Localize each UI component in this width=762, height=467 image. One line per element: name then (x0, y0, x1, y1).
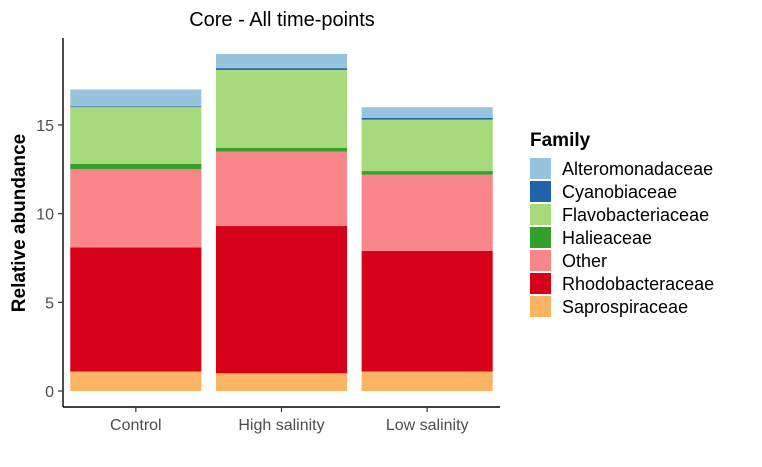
bar-segment-low-salinity-halieaceae (361, 171, 493, 175)
y-tick-label-0: 0 (45, 384, 54, 401)
bar-segment-low-salinity-saprospiraceae (361, 371, 493, 392)
legend-label-halieaceae: Halieaceae (562, 228, 652, 248)
bar-segment-control-other (70, 169, 202, 248)
legend-swatch-alteromonadaceae (530, 158, 551, 179)
legend-swatch-halieaceae (530, 227, 551, 248)
legend-label-cyanobiaceae: Cyanobiaceae (562, 182, 677, 202)
legend-swatch-saprospiraceae (530, 296, 551, 317)
bar-segment-high-salinity-saprospiraceae (215, 373, 348, 392)
legend-title: Family (530, 130, 591, 151)
legend-swatch-flavobacteriaceae (530, 204, 551, 225)
bar-segment-high-salinity-alteromonadaceae (215, 53, 348, 69)
bar-segment-high-salinity-flavobacteriaceae (215, 69, 348, 148)
legend-label-flavobacteriaceae: Flavobacteriaceae (562, 205, 709, 225)
legend-label-alteromonadaceae: Alteromonadaceae (562, 159, 713, 179)
bar-segment-low-salinity-rhodobacteraceae (361, 250, 493, 372)
bar-segment-low-salinity-alteromonadaceae (361, 107, 493, 118)
bar-segment-high-salinity-halieaceae (215, 147, 348, 152)
legend-swatch-cyanobiaceae (530, 181, 551, 202)
legend: Alteromonadaceae Cyanobiaceae Flavobacteri… (530, 158, 714, 317)
axes-group: 0 5 10 15 Control High salinity Low salinity (36, 38, 500, 434)
bar-segment-low-salinity-other (361, 174, 493, 251)
y-tick-label-5: 5 (45, 295, 54, 312)
bar-segment-control-alteromonadaceae (70, 89, 202, 107)
bar-segment-low-salinity-cyanobiaceae (361, 117, 493, 120)
legend-swatch-other (530, 250, 551, 271)
bar-segment-high-salinity-other (215, 151, 348, 227)
y-axis-label: Relative abundance (9, 134, 30, 312)
y-tick-label-15: 15 (36, 118, 54, 135)
bar-segment-control-cyanobiaceae (70, 106, 202, 108)
x-tick-label-control: Control (110, 417, 162, 434)
bars-group (70, 53, 493, 392)
legend-label-saprospiraceae: Saprospiraceae (562, 297, 688, 317)
bar-segment-high-salinity-cyanobiaceae (215, 68, 348, 70)
legend-label-rhodobacteraceae: Rhodobacteraceae (562, 274, 714, 294)
bar-segment-low-salinity-flavobacteriaceae (361, 119, 493, 172)
y-tick-label-10: 10 (36, 207, 54, 224)
legend-label-other: Other (562, 251, 607, 271)
bar-segment-control-saprospiraceae (70, 371, 202, 392)
bar-segment-high-salinity-rhodobacteraceae (215, 226, 348, 374)
chart-title: Core - All time-points (189, 9, 375, 31)
legend-swatch-rhodobacteraceae (530, 273, 551, 294)
x-tick-label-low-salinity: Low salinity (386, 417, 469, 434)
bar-segment-control-halieaceae (70, 163, 202, 170)
bar-segment-control-rhodobacteraceae (70, 247, 202, 372)
bar-segment-control-flavobacteriaceae (70, 107, 202, 164)
x-tick-label-high-salinity: High salinity (238, 417, 324, 434)
